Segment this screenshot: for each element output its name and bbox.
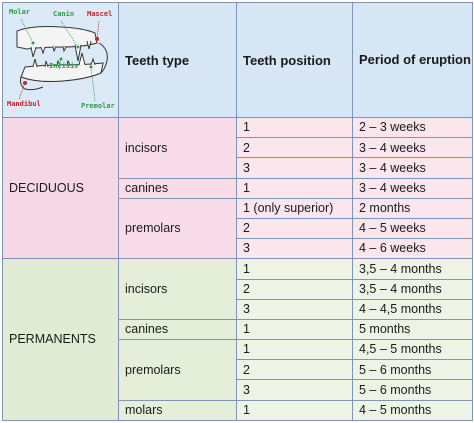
dog-jaw-illustration xyxy=(16,18,108,102)
eruption-period-cell: 3,5 – 4 months xyxy=(352,258,473,280)
eruption-period-cell: 4 – 5 months xyxy=(352,399,473,422)
jaw-diagram: Molar Canin Mascel Incisiv Mandibul Prem… xyxy=(3,3,118,117)
teeth-position-cell: 2 xyxy=(236,278,353,300)
eruption-period-cell: 2 – 3 weeks xyxy=(352,116,473,139)
table-row: 3 3 – 4 weeks xyxy=(3,157,473,179)
eruption-period-cell: 5 months xyxy=(352,318,473,341)
table-row: DECIDUOUS incisors 1 2 – 3 weeks xyxy=(2,116,473,260)
teeth-position-cell: 1 xyxy=(236,318,353,341)
teeth-position-header: Teeth position xyxy=(236,2,353,118)
mascel-label: Mascel xyxy=(87,10,113,18)
teeth-type-molars: molars xyxy=(118,399,237,422)
eruption-period-cell: 4 – 5 weeks xyxy=(352,217,473,240)
eruption-period-cell: 5 – 6 months xyxy=(352,359,473,381)
teeth-position-cell: 1 xyxy=(236,258,353,280)
eruption-period-cell: 3 – 4 weeks xyxy=(352,157,473,179)
teeth-type-incisors: incisors xyxy=(118,117,237,179)
teeth-position-cell: 1 (only superior) xyxy=(236,197,353,219)
jaw-diagram-cell: Molar Canin Mascel Incisiv Mandibul Prem… xyxy=(2,2,119,118)
teeth-type-header: Teeth type xyxy=(118,2,237,118)
period-of-eruption-header: Period of eruption xyxy=(352,2,473,118)
table-row: PERMANENTS incisors 1 3,5 – 4 months xyxy=(2,258,473,421)
premolar-label: Premolar xyxy=(81,102,115,110)
table-row: canines 1 3 – 4 weeks xyxy=(3,177,473,199)
teeth-type-premolars: premolars xyxy=(118,339,237,401)
eruption-period-cell: 4,5 – 5 months xyxy=(352,339,473,361)
teeth-position-cell: 1 xyxy=(236,399,353,422)
teeth-position-cell: 1 xyxy=(236,116,353,139)
teeth-position-cell: 2 xyxy=(236,137,353,159)
eruption-period-cell: 2 months xyxy=(352,197,473,219)
incisiv-label: Incisiv xyxy=(49,62,79,70)
teeth-position-cell: 3 xyxy=(236,298,353,320)
eruption-period-cell: 5 – 6 months xyxy=(352,379,473,401)
teeth-position-cell: 3 xyxy=(236,238,353,260)
table-row: 2 5 – 6 months xyxy=(3,359,473,381)
eruption-period-cell: 3,5 – 4 months xyxy=(352,278,473,300)
table-row: premolars 1 4,5 – 5 months xyxy=(3,339,473,401)
eruption-period-cell: 3 – 4 weeks xyxy=(352,177,473,199)
teeth-type-canines: canines xyxy=(118,177,237,199)
teeth-type-canines: canines xyxy=(118,318,237,341)
eruption-period-cell: 4 – 6 weeks xyxy=(352,238,473,260)
teeth-type-incisors: incisors xyxy=(118,258,237,320)
teeth-position-cell: 3 xyxy=(236,157,353,179)
teeth-position-cell: 2 xyxy=(236,359,353,381)
mandibul-label: Mandibul xyxy=(7,100,41,108)
teeth-position-cell: 2 xyxy=(236,217,353,240)
eruption-period-cell: 4 – 4,5 months xyxy=(352,298,473,320)
group-label-permanents: PERMANENTS xyxy=(2,258,119,421)
canin-label: Canin xyxy=(53,10,75,18)
table-row: 3 4 – 4,5 months xyxy=(3,298,473,320)
table-row: 2 3 – 4 weeks xyxy=(3,137,473,159)
table-row: 2 4 – 5 weeks xyxy=(3,217,473,240)
molar-label: Molar xyxy=(9,8,31,16)
table-row: premolars 1 (only superior) 2 months xyxy=(3,197,473,260)
teeth-position-cell: 1 xyxy=(236,177,353,199)
teeth-position-cell: 1 xyxy=(236,339,353,361)
group-label-deciduous: DECIDUOUS xyxy=(2,116,119,260)
table-row: 2 3,5 – 4 months xyxy=(3,278,473,300)
teeth-position-cell: 3 xyxy=(236,379,353,401)
teeth-type-premolars: premolars xyxy=(118,197,237,260)
header-row: Molar Canin Mascel Incisiv Mandibul Prem… xyxy=(2,2,473,118)
table-row: molars 1 4 – 5 months xyxy=(3,399,473,422)
table-row: 3 5 – 6 months xyxy=(3,379,473,401)
eruption-period-cell: 3 – 4 weeks xyxy=(352,137,473,159)
